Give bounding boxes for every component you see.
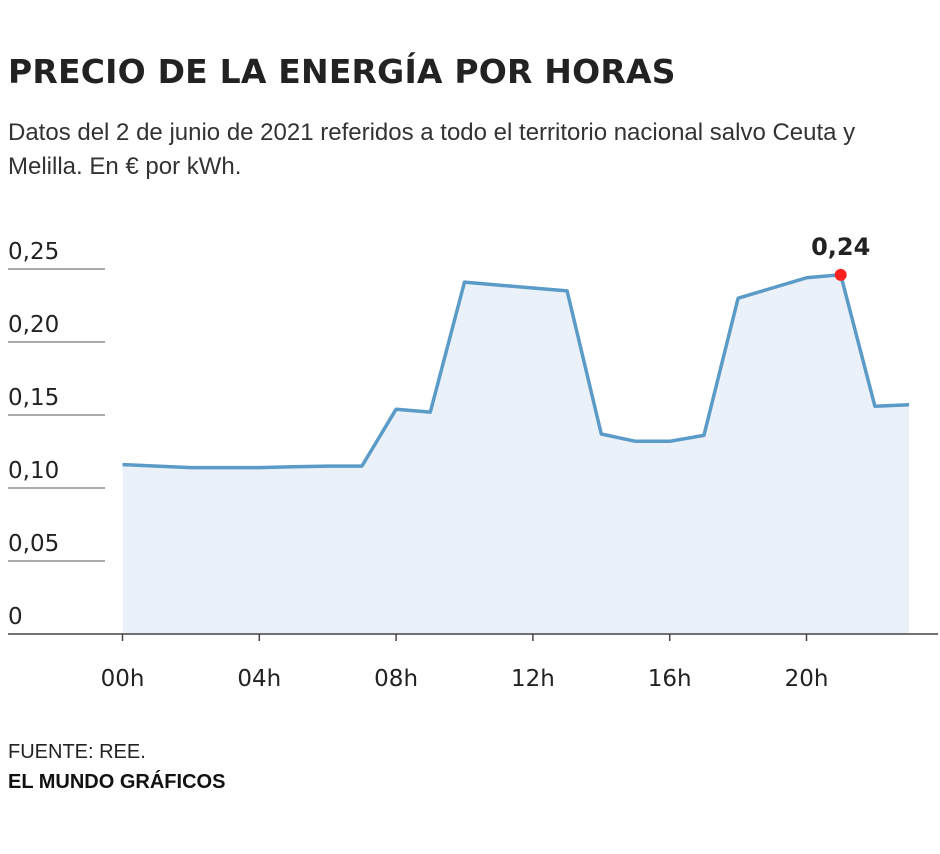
x-tick-label: 08h <box>374 666 418 692</box>
chart-subtitle: Datos del 2 de junio de 2021 referidos a… <box>8 119 856 180</box>
credit-note: EL MUNDO GRÁFICOS <box>8 771 226 793</box>
x-tick-label: 00h <box>101 666 145 692</box>
peak-marker <box>834 268 847 281</box>
y-tick-label: 0 <box>8 604 23 630</box>
x-tick-label: 16h <box>648 666 692 692</box>
y-tick-label: 0,25 <box>8 239 59 265</box>
source-note: FUENTE: REE. <box>8 741 146 763</box>
x-tick-label: 12h <box>511 666 555 692</box>
peak-label: 0,24 <box>811 233 870 261</box>
x-tick-label: 04h <box>237 666 281 692</box>
price-area <box>122 274 910 634</box>
y-tick-label: 0,20 <box>8 312 59 338</box>
y-tick-label: 0,10 <box>8 458 59 484</box>
y-tick-label: 0,05 <box>8 531 59 557</box>
chart-title: PRECIO DE LA ENERGÍA POR HORAS <box>8 52 676 91</box>
x-tick-label: 20h <box>785 666 829 692</box>
price-line <box>122 273 910 470</box>
y-tick-label: 0,15 <box>8 385 59 411</box>
